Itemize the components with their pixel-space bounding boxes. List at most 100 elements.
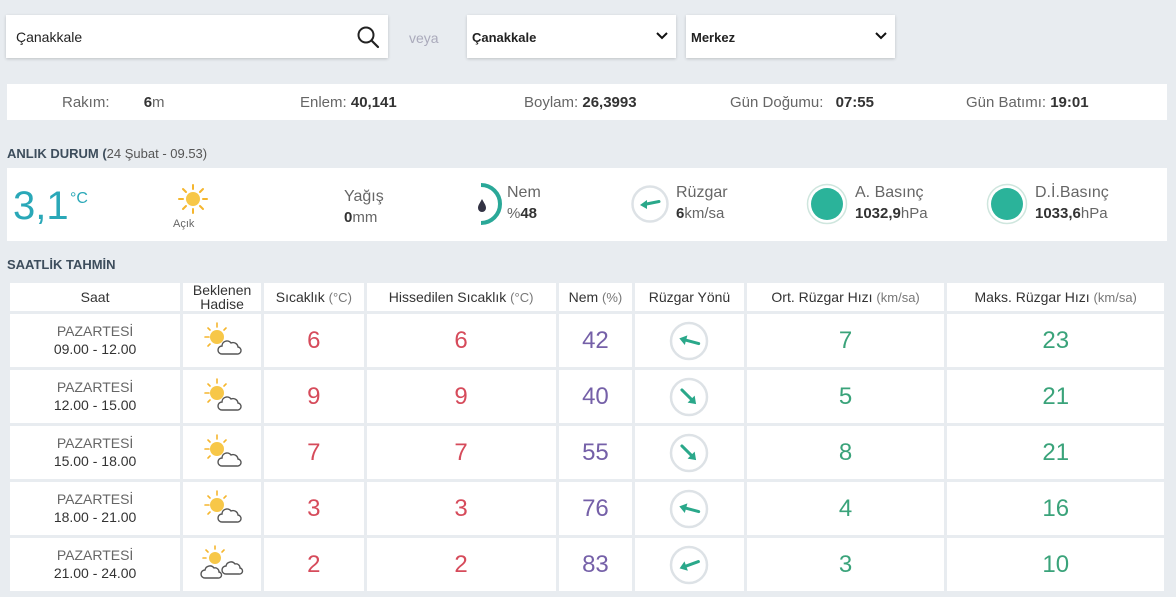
header-max-wind-unit: (km/sa) <box>1093 289 1137 305</box>
header-event: Beklenen Hadise <box>183 283 262 312</box>
sunrise-label: Gün Doğumu: <box>730 94 824 111</box>
humidity-value: 76 <box>582 494 609 522</box>
sunrise-value: 07:55 <box>835 94 874 111</box>
humidity-amount: 48 <box>520 205 538 222</box>
current-conditions-panel: 3,1 °C Açık Yağış 0mm Nem %48 Rüzgar 6km… <box>7 168 1167 241</box>
avg-wind-value: 5 <box>838 382 853 410</box>
header-avg-wind-unit: (km/sa) <box>876 289 920 305</box>
sea-level-pressure-label: D.İ.Basınç <box>1035 184 1109 201</box>
table-row: PAZARTESİ 18.00 - 21.00 3 3 76 4 16 <box>10 482 1164 535</box>
temperature-value: 2 <box>307 550 321 578</box>
day-label: PAZARTESİ <box>56 322 134 339</box>
avg-wind-value: 3 <box>838 550 853 578</box>
header-wind-direction: Rüzgar Yönü <box>635 283 744 311</box>
search-box <box>6 15 388 58</box>
header-event-line2: Hadise <box>200 296 244 312</box>
temperature-cell: 9 <box>264 370 364 423</box>
avg-wind-value: 8 <box>838 438 853 466</box>
search-input[interactable] <box>6 15 346 58</box>
humidity-value: %48 <box>507 205 537 222</box>
pressure-unit: hPa <box>900 205 928 222</box>
latitude: Enlem: 40,141 <box>300 94 397 111</box>
temperature-cell: 2 <box>264 538 364 591</box>
hourly-forecast-table: Saat Beklenen Hadise Sıcaklık (°C) Hissed… <box>7 280 1167 594</box>
event-cell <box>183 538 262 591</box>
avg-wind-cell: 3 <box>746 538 945 591</box>
current-conditions-title: ANLIK DURUM (24 Şubat - 09.53) <box>7 146 207 161</box>
hourly-forecast-title: SAATLİK TAHMİN <box>7 257 116 272</box>
wind-direction-cell <box>635 482 744 535</box>
temperature-unit: °C <box>70 190 88 207</box>
table-row: PAZARTESİ 15.00 - 18.00 7 7 55 8 21 <box>10 426 1164 479</box>
province-select-value: Çanakkale <box>472 30 537 45</box>
header-feels-like-label: Hissedilen Sıcaklık <box>388 288 507 305</box>
humidity-value: 42 <box>582 326 609 354</box>
humidity-cell: 40 <box>558 370 633 423</box>
wind-arrow-icon <box>670 489 709 528</box>
current-title-text: ANLIK DURUM ( <box>7 146 107 161</box>
header-avg-wind-label: Ort. Rüzgar Hızı <box>771 288 873 305</box>
max-wind-value: 21 <box>1042 382 1070 410</box>
search-icon[interactable] <box>356 25 380 49</box>
pressure-amount: 1032,9 <box>855 205 901 222</box>
time-cell: PAZARTESİ 09.00 - 12.00 <box>10 314 181 367</box>
header-feels-like: Hissedilen Sıcaklık (°C) <box>366 283 556 311</box>
humidity-cell: 42 <box>558 314 633 367</box>
feels-like-cell: 9 <box>366 370 556 423</box>
sunset-value: 19:01 <box>1050 94 1089 111</box>
altitude-label: Rakım: <box>62 94 110 111</box>
header-max-wind: Maks. Rüzgar Hızı (km/sa) <box>947 283 1164 311</box>
humidity-prefix: % <box>507 205 521 222</box>
feels-like-value: 6 <box>454 326 468 354</box>
district-select[interactable]: Merkez <box>686 15 895 58</box>
wind-value: 6km/sa <box>676 205 724 222</box>
sunrise: Gün Doğumu: 07:55 <box>730 94 874 111</box>
max-wind-value: 23 <box>1042 326 1070 354</box>
header-wind-direction-label: Rüzgar Yönü <box>648 289 731 305</box>
header-feels-like-unit: (°C) <box>510 289 534 305</box>
wind-direction-cell <box>635 426 744 479</box>
wind-speed: 6 <box>676 205 685 222</box>
partly-cloudy-icon <box>204 490 242 523</box>
avg-wind-cell: 4 <box>746 482 945 535</box>
avg-wind-value: 7 <box>838 326 853 354</box>
feels-like-value: 7 <box>454 438 468 466</box>
sunset-label: Gün Batımı: <box>966 94 1047 111</box>
pressure-value: 1032,9hPa <box>855 205 928 222</box>
district-select-value: Merkez <box>691 30 736 45</box>
wind-direction-cell <box>635 538 744 591</box>
current-temperature: 3,1 <box>13 184 69 228</box>
max-wind-cell: 16 <box>947 482 1164 535</box>
max-wind-cell: 10 <box>947 538 1164 591</box>
wind-direction-cell <box>635 370 744 423</box>
pressure-label: A. Basınç <box>855 184 924 201</box>
location-info-bar: Rakım: 6m Enlem: 40,141 Boylam: 26,3993 … <box>7 84 1167 120</box>
altitude-value: 6 <box>143 94 153 111</box>
day-label: PAZARTESİ <box>56 378 134 395</box>
precipitation-value: 0mm <box>344 209 377 226</box>
feels-like-cell: 7 <box>366 426 556 479</box>
altitude: Rakım: 6m <box>62 94 165 111</box>
max-wind-cell: 23 <box>947 314 1164 367</box>
sun-icon <box>178 184 208 214</box>
latitude-label: Enlem: <box>300 94 347 111</box>
max-wind-value: 10 <box>1042 550 1070 578</box>
header-max-wind-label: Maks. Rüzgar Hızı <box>974 288 1090 305</box>
feels-like-value: 9 <box>454 382 468 410</box>
max-wind-value: 21 <box>1042 438 1070 466</box>
humidity-cell: 83 <box>558 538 633 591</box>
sunset: Gün Batımı: 19:01 <box>966 94 1089 111</box>
header-avg-wind: Ort. Rüzgar Hızı (km/sa) <box>746 283 945 311</box>
longitude-label: Boylam: <box>524 94 579 111</box>
wind-arrow-icon <box>670 545 709 584</box>
table-row: PAZARTESİ 09.00 - 12.00 6 6 42 7 23 <box>10 314 1164 367</box>
humidity-value: 83 <box>582 550 609 578</box>
event-cell <box>183 314 262 367</box>
time-range: 18.00 - 21.00 <box>53 508 137 525</box>
province-select[interactable]: Çanakkale <box>467 15 676 58</box>
wind-arrow-icon <box>670 321 709 360</box>
precipitation-unit: mm <box>352 209 378 226</box>
avg-wind-cell: 5 <box>746 370 945 423</box>
altitude-unit: m <box>152 94 165 111</box>
partly-cloudy-icon <box>204 378 242 411</box>
